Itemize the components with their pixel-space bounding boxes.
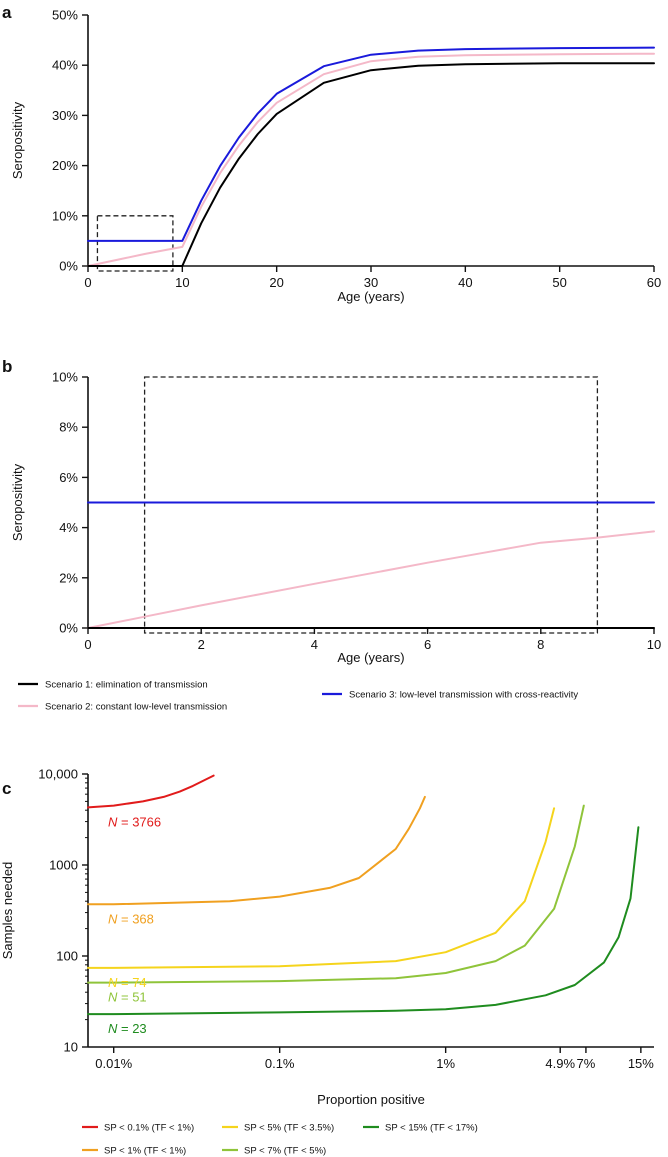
panel-label-b: b xyxy=(2,357,12,376)
series-line-a-1 xyxy=(87,62,655,267)
series-line-c-3 xyxy=(87,807,556,969)
series-line-c-2 xyxy=(87,795,426,906)
n-label-3: N = 74 xyxy=(108,975,147,990)
x-tick-label-c: 1% xyxy=(436,1056,455,1071)
series-line-c-5 xyxy=(87,826,640,1016)
legend-label-c-4: SP < 1% (TF < 1%) xyxy=(104,1146,186,1157)
y-axis-label-a: Seropositivity xyxy=(10,101,25,179)
x-axis-label-b: Age (years) xyxy=(337,650,404,665)
y-tick-label-b: 10% xyxy=(52,370,78,385)
x-tick-label-b: 8 xyxy=(537,637,544,652)
y-tick-label-b: 0% xyxy=(59,621,78,636)
y-tick-label-a: 0% xyxy=(59,259,78,274)
dashed-box-a xyxy=(96,215,174,272)
x-tick-label-a: 30 xyxy=(364,275,378,290)
x-tick-label-c: 7% xyxy=(577,1056,596,1071)
y-tick-label-b: 8% xyxy=(59,420,78,435)
y-tick-label-b: 2% xyxy=(59,570,78,585)
x-axis-label-a: Age (years) xyxy=(337,289,404,304)
x-tick-label-c: 4.9% xyxy=(545,1056,575,1071)
y-axis-label-c: Samples needed xyxy=(0,862,15,960)
legend-label-b-1: Scenario 1: elimination of transmission xyxy=(45,680,208,691)
dashed-box-b xyxy=(143,376,599,634)
series-line-a-3 xyxy=(87,46,655,242)
legend-label-c-3: SP < 15% (TF < 17%) xyxy=(385,1123,478,1134)
y-tick-label-a: 30% xyxy=(52,108,78,123)
x-tick-label-a: 60 xyxy=(647,275,661,290)
y-tick-label-a: 40% xyxy=(52,58,78,73)
legend-label-c-5: SP < 7% (TF < 5%) xyxy=(244,1146,326,1157)
x-tick-label-b: 2 xyxy=(198,637,205,652)
x-tick-label-b: 10 xyxy=(647,637,661,652)
y-tick-label-c: 10,000 xyxy=(38,767,78,782)
n-label-5: N = 23 xyxy=(108,1021,147,1036)
y-tick-label-a: 50% xyxy=(52,8,78,23)
series-line-c-4 xyxy=(87,804,585,984)
y-tick-label-c: 1000 xyxy=(49,858,78,873)
y-tick-label-c: 10 xyxy=(64,1040,78,1055)
x-tick-label-c: 0.01% xyxy=(95,1056,132,1071)
y-tick-label-c: 100 xyxy=(56,949,78,964)
y-tick-label-a: 20% xyxy=(52,158,78,173)
series-line-b-2 xyxy=(87,530,655,629)
n-label-2: N = 368 xyxy=(108,911,154,926)
x-tick-label-a: 20 xyxy=(269,275,283,290)
x-tick-label-a: 0 xyxy=(84,275,91,290)
x-tick-label-c: 15% xyxy=(628,1056,654,1071)
x-tick-label-a: 50 xyxy=(552,275,566,290)
x-axis-label-c: Proportion positive xyxy=(317,1092,425,1107)
x-tick-label-a: 40 xyxy=(458,275,472,290)
panel-label-a: a xyxy=(2,3,12,22)
n-label-4: N = 51 xyxy=(108,990,147,1005)
y-axis-label-b: Seropositivity xyxy=(10,463,25,541)
y-tick-label-b: 4% xyxy=(59,520,78,535)
legend-label-b-2: Scenario 2: constant low-level transmiss… xyxy=(45,702,227,713)
series-line-c-1 xyxy=(87,774,215,809)
x-tick-label-b: 0 xyxy=(84,637,91,652)
series-line-a-2 xyxy=(87,52,655,267)
y-tick-label-a: 10% xyxy=(52,208,78,223)
legend-label-c-2: SP < 5% (TF < 3.5%) xyxy=(244,1123,334,1134)
x-tick-label-b: 6 xyxy=(424,637,431,652)
x-tick-label-a: 10 xyxy=(175,275,189,290)
panel-label-c: c xyxy=(2,779,11,798)
legend-label-b-3: Scenario 3: low-level transmission with … xyxy=(349,690,578,701)
legend-label-c-1: SP < 0.1% (TF < 1%) xyxy=(104,1123,194,1134)
n-label-1: N = 3766 xyxy=(108,814,161,829)
y-tick-label-b: 6% xyxy=(59,470,78,485)
x-tick-label-b: 4 xyxy=(311,637,318,652)
x-tick-label-c: 0.1% xyxy=(265,1056,295,1071)
